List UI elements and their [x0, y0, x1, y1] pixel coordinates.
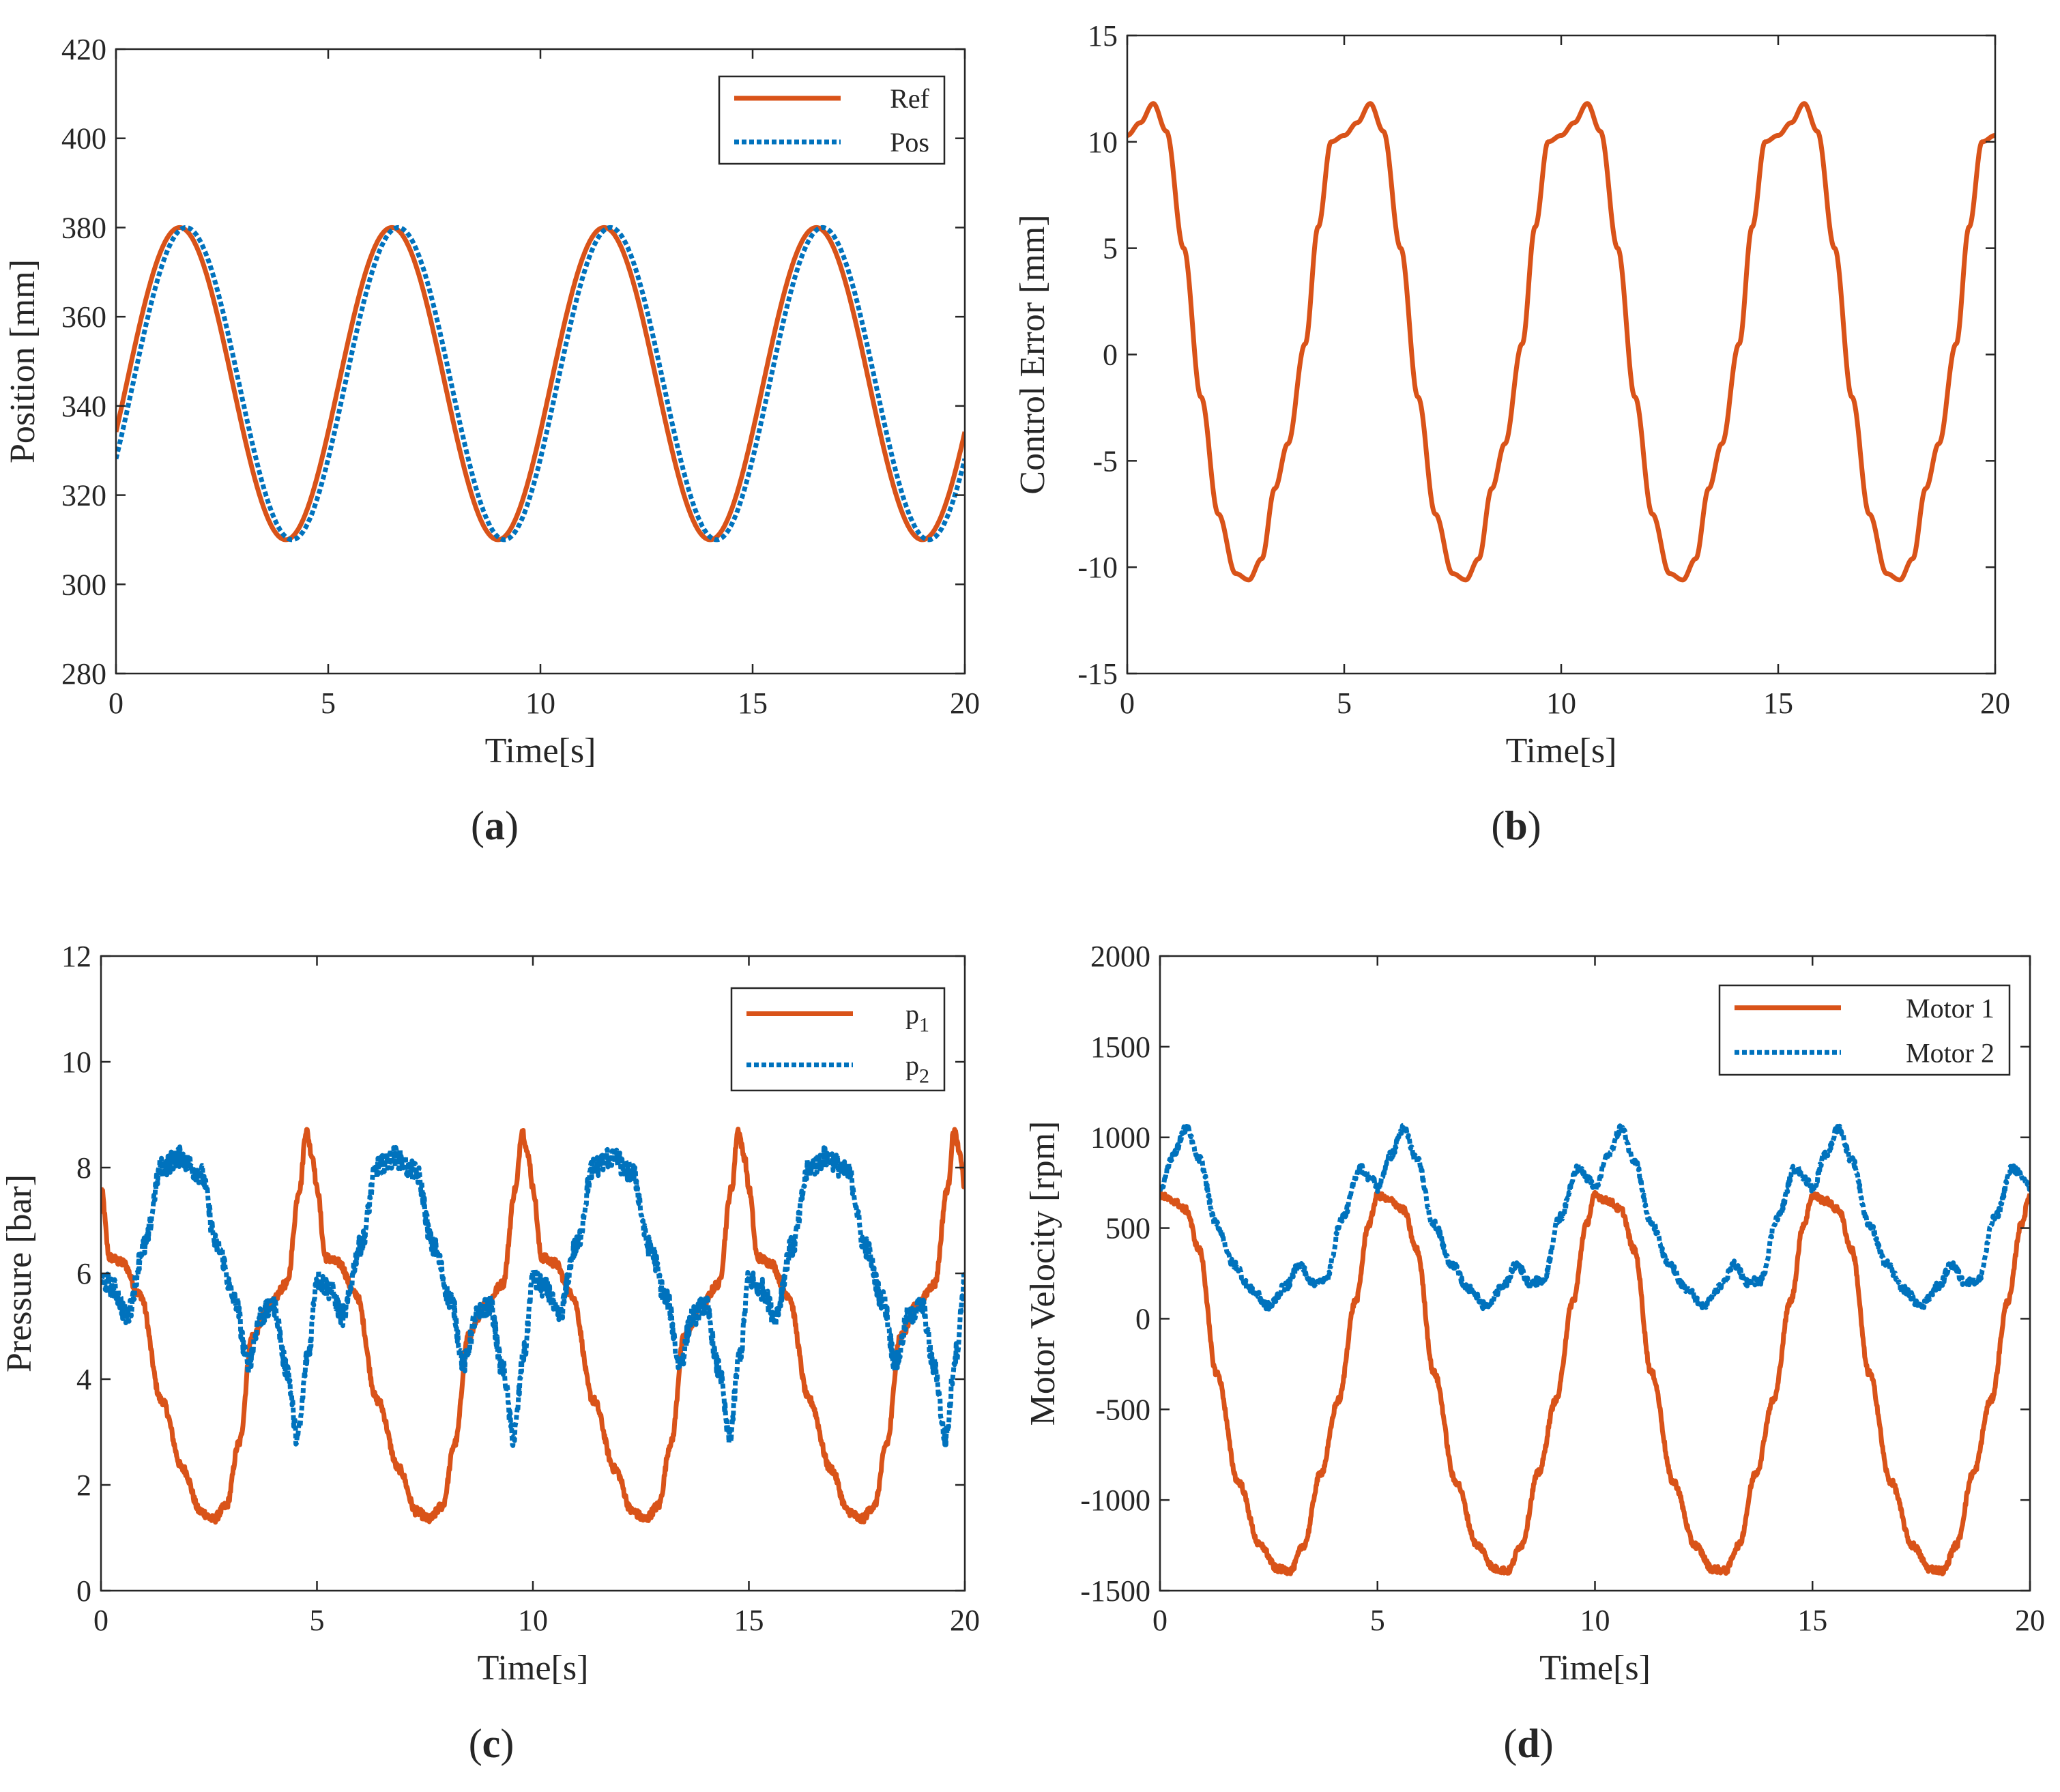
legend-label: p — [905, 1050, 919, 1081]
x-tick-label: 20 — [1980, 687, 2010, 720]
x-tick-label: 0 — [1120, 687, 1135, 720]
y-tick-label: 10 — [61, 1045, 91, 1079]
x-tick-label: 10 — [1580, 1604, 1610, 1637]
y-tick-label: 10 — [1088, 126, 1118, 159]
legend-label: Motor 2 — [1906, 1037, 1994, 1068]
y-axis-label: Control Error [mm] — [1013, 214, 1052, 494]
x-tick-label: 15 — [1797, 1604, 1827, 1637]
legend-box — [1718, 984, 2011, 1076]
y-tick-label: -1500 — [1080, 1574, 1150, 1608]
y-tick-label: 1500 — [1090, 1030, 1150, 1064]
series-line-motor-1 — [1160, 1189, 2030, 1576]
x-tick-label: 15 — [734, 1604, 764, 1637]
series-line-p2 — [101, 1144, 965, 1448]
panel-letter: a — [484, 803, 505, 848]
axes-box — [1126, 34, 1997, 675]
x-axis-label: Time[s] — [1506, 732, 1617, 770]
legend-box — [718, 75, 946, 165]
y-tick-label: 0 — [1135, 1302, 1150, 1335]
x-tick-label: 20 — [2015, 1604, 2045, 1637]
y-tick-label: 300 — [61, 568, 106, 601]
legend-entry: Pos — [890, 127, 929, 158]
y-tick-label: 0 — [76, 1574, 91, 1608]
x-tick-label: 10 — [1546, 687, 1576, 720]
x-tick-label: 20 — [950, 1604, 980, 1637]
y-tick-label: 6 — [76, 1257, 91, 1290]
series-line-p1 — [101, 1127, 965, 1525]
y-axis-label: Position [mm] — [3, 259, 42, 463]
y-tick-label: 380 — [61, 211, 106, 244]
panel-caption: (c) — [469, 1721, 514, 1766]
x-tick-label: 0 — [93, 1604, 108, 1637]
legend-label: Pos — [890, 127, 929, 158]
legend: Ref Pos — [718, 75, 946, 165]
panel-letter: b — [1505, 803, 1527, 848]
legend-entry: p1 — [905, 999, 929, 1037]
legend-entry: Motor 1 — [1906, 993, 1994, 1024]
x-tick-label: 20 — [950, 687, 980, 720]
series-line-pos — [116, 225, 965, 543]
y-tick-label: 12 — [61, 940, 91, 973]
x-tick-label: 5 — [1337, 687, 1352, 720]
legend-subscript: 2 — [919, 1065, 929, 1088]
y-tick-label: 2000 — [1090, 940, 1150, 973]
x-tick-label: 5 — [310, 1604, 325, 1637]
x-tick-label: 15 — [738, 687, 768, 720]
y-tick-label: -500 — [1095, 1393, 1150, 1426]
legend-label: p — [905, 999, 919, 1030]
legend-label: Motor 1 — [1906, 993, 1994, 1024]
x-tick-label: 5 — [321, 687, 336, 720]
panel-caption: (d) — [1503, 1721, 1553, 1766]
y-tick-label: 2 — [76, 1469, 91, 1502]
y-axis-label: Pressure [bar] — [0, 1174, 39, 1372]
legend-entry: p2 — [905, 1050, 929, 1088]
legend-entry: Ref — [890, 83, 929, 114]
y-tick-label: 4 — [76, 1363, 91, 1396]
x-tick-label: 15 — [1763, 687, 1793, 720]
x-tick-label: 5 — [1370, 1604, 1385, 1637]
x-tick-label: 0 — [108, 687, 124, 720]
panel-a: 0 5 10 15 20 280 300 320 340 360 380 400 420 Time[s] P… — [3, 33, 980, 848]
legend-box — [730, 987, 946, 1092]
x-tick-label: 0 — [1152, 1604, 1167, 1637]
y-tick-label: 15 — [1088, 19, 1118, 53]
y-axis-label: Motor Velocity [rpm] — [1024, 1121, 1062, 1426]
y-tick-label: -10 — [1077, 551, 1118, 584]
x-axis-label: Time[s] — [1539, 1649, 1651, 1688]
y-tick-label: 5 — [1103, 232, 1118, 265]
y-tick-label: -5 — [1092, 444, 1118, 478]
y-tick-label: 340 — [61, 390, 106, 423]
panel-letter: d — [1517, 1721, 1539, 1766]
y-tick-label: 400 — [61, 122, 106, 156]
legend-subscript: 1 — [919, 1014, 929, 1037]
x-tick-label: 10 — [518, 1604, 548, 1637]
y-tick-label: 500 — [1105, 1212, 1150, 1245]
x-tick-label: 10 — [525, 687, 555, 720]
series-line-motor-2 — [1160, 1122, 2030, 1312]
y-tick-label: 8 — [76, 1151, 91, 1185]
legend-label: Ref — [890, 83, 929, 114]
panel-letter: c — [482, 1721, 501, 1766]
y-tick-label: -15 — [1077, 657, 1118, 691]
legend-entry: Motor 2 — [1906, 1037, 1994, 1068]
y-tick-label: 1000 — [1090, 1121, 1150, 1155]
panel-d: 0 5 10 15 20 -1500 -1000 -500 0 500 1000 1500 2000 Ti… — [1024, 940, 2045, 1766]
panel-caption: (b) — [1491, 803, 1541, 848]
x-axis-label: Time[s] — [478, 1649, 589, 1688]
y-tick-label: 360 — [61, 300, 106, 334]
series-line-ref — [116, 225, 965, 543]
x-axis-label: Time[s] — [485, 732, 596, 770]
legend: Motor 1 Motor 2 — [1718, 984, 2011, 1076]
y-tick-label: 0 — [1103, 338, 1118, 372]
y-tick-label: 280 — [61, 657, 106, 691]
series-line-control-error — [1127, 101, 1995, 583]
y-tick-label: 420 — [61, 33, 106, 66]
y-tick-label: -1000 — [1080, 1484, 1150, 1517]
panel-caption: (a) — [471, 803, 519, 848]
y-tick-label: 320 — [61, 479, 106, 512]
panel-b: 0 5 10 15 20 -15 -10 -5 0 5 10 15 Time[s] Control Err… — [1013, 19, 2010, 848]
